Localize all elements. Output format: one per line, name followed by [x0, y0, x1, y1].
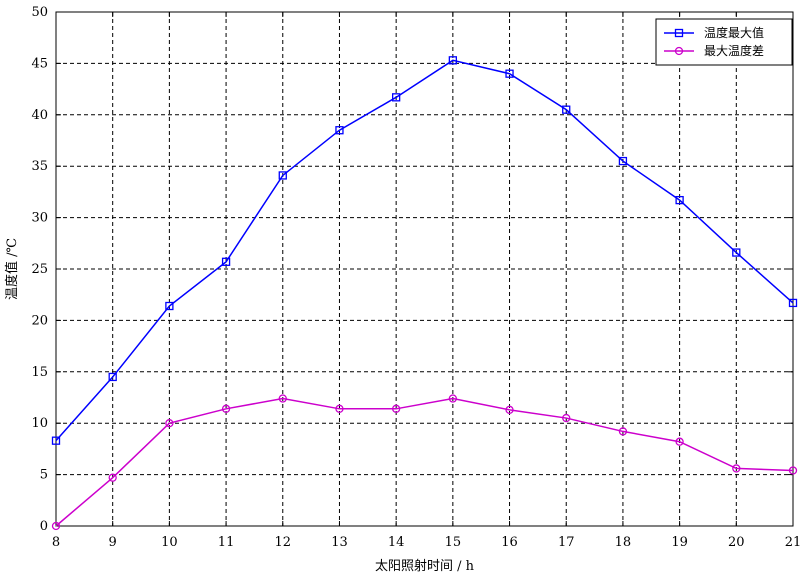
- x-tick-label: 9: [109, 535, 117, 550]
- data-point-circle: [51, 521, 61, 531]
- series-2-line: [55, 397, 794, 527]
- plot-area-frame: [55, 11, 794, 527]
- data-point-square: [51, 436, 61, 445]
- x-tick-label: 18: [615, 535, 632, 550]
- legend-marker-series-2: [674, 46, 684, 56]
- y-tick-label: 40: [31, 108, 48, 123]
- data-point-square: [278, 171, 287, 180]
- series-1: [51, 56, 798, 445]
- y-tick-label: 50: [31, 5, 48, 20]
- series-1-line: [55, 59, 794, 442]
- data-point-square: [108, 372, 117, 382]
- legend-box: [655, 18, 793, 66]
- series-layer: [51, 56, 798, 531]
- y-tick-label: 25: [31, 262, 48, 277]
- data-point-circle: [221, 404, 231, 413]
- data-point-square: [335, 126, 344, 135]
- data-point-circle: [732, 464, 741, 473]
- series-2: [51, 394, 798, 531]
- y-tick-label: 15: [31, 365, 48, 380]
- y-tick-label: 45: [31, 56, 48, 71]
- data-point-circle: [505, 405, 514, 414]
- x-tick-label: 11: [218, 535, 235, 550]
- data-point-circle: [278, 394, 287, 403]
- data-point-square: [165, 301, 174, 311]
- data-point-square: [675, 195, 684, 205]
- x-tick-label: 16: [501, 535, 518, 550]
- legend-label-series-2: 最大温度差: [704, 43, 764, 58]
- y-tick-label: 20: [31, 313, 48, 328]
- x-tick-label: 8: [52, 535, 60, 550]
- data-point-square: [732, 248, 741, 257]
- data-point-circle: [618, 427, 628, 436]
- data-point-circle: [788, 466, 798, 475]
- data-point-square: [448, 56, 457, 65]
- data-point-square: [505, 69, 514, 78]
- y-tick-label: 30: [31, 211, 48, 226]
- x-tick-label: 15: [445, 535, 462, 550]
- y-tick-label: 5: [40, 468, 48, 483]
- data-point-circle: [562, 413, 571, 423]
- y-tick-label: 0: [40, 519, 48, 534]
- x-tick-labels: 8 9 10 11 12 13 14 15 16 17 18 19 20 21: [52, 535, 800, 550]
- x-tick-label: 19: [671, 535, 688, 550]
- x-tick-label: 14: [388, 535, 405, 550]
- data-point-circle: [108, 473, 117, 482]
- x-axis-title: 太阳照射时间 / h: [375, 558, 475, 574]
- data-point-circle: [165, 419, 174, 428]
- data-point-circle: [335, 404, 344, 413]
- y-tick-labels: 0 5 10 15 20 25 30 35 40 45 50: [31, 5, 48, 534]
- x-tick-label: 21: [785, 535, 800, 550]
- data-point-circle: [392, 404, 401, 413]
- x-tick-label: 12: [274, 535, 291, 550]
- data-point-circle: [448, 394, 457, 403]
- data-point-circle: [675, 437, 684, 446]
- data-point-square: [562, 105, 571, 114]
- x-tick-label: 13: [331, 535, 348, 550]
- data-point-square: [788, 298, 798, 308]
- y-tick-label: 35: [31, 159, 48, 174]
- y-tick-label: 10: [31, 416, 48, 431]
- data-point-square: [392, 93, 401, 102]
- legend-label-series-1: 温度最大值: [704, 25, 764, 40]
- x-tick-label: 20: [728, 535, 745, 550]
- legend: 温度最大值 最大温度差: [655, 18, 793, 66]
- legend-marker-series-1: [674, 28, 684, 38]
- data-point-square: [618, 156, 628, 166]
- x-tick-label: 17: [558, 535, 575, 550]
- x-tick-label: 10: [161, 535, 178, 550]
- data-point-square: [221, 257, 231, 266]
- grid-lines: [56, 12, 793, 526]
- y-axis-title: 温度值 /℃: [4, 238, 20, 300]
